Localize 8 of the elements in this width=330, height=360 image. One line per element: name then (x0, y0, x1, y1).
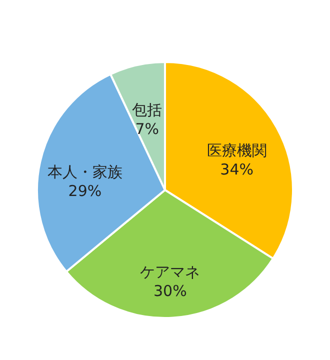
data-label: 7% (135, 120, 160, 138)
slice-label: 包括 (132, 100, 162, 119)
data-label: 30% (153, 282, 187, 300)
slice-label: 本人・家族 (47, 163, 122, 182)
slice-label: ケアマネ (140, 262, 200, 281)
data-label: 34% (220, 160, 254, 178)
data-label: 29% (68, 182, 102, 200)
slice-label: 医療機関 (206, 141, 267, 160)
